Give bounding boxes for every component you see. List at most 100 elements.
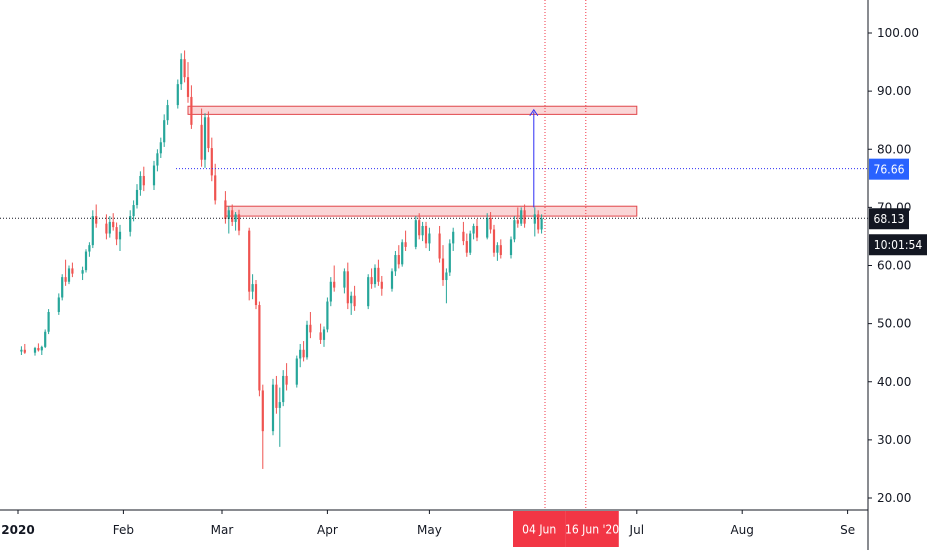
- x-tick-label: Se: [840, 523, 855, 537]
- candle-body: [84, 251, 88, 271]
- candles-layer: [20, 50, 543, 469]
- candle-body: [523, 210, 526, 224]
- candle-body: [156, 153, 159, 166]
- candle-body: [346, 271, 349, 304]
- candle-body: [275, 384, 278, 408]
- y-tick-label: 90.00: [877, 84, 911, 98]
- candle-body: [254, 284, 258, 306]
- candle-body: [159, 142, 162, 154]
- candle-body: [285, 375, 288, 385]
- candle-body: [37, 348, 40, 351]
- candle-body: [414, 220, 417, 247]
- candle-body: [305, 324, 309, 358]
- candle-body: [421, 225, 424, 236]
- candle-body: [176, 84, 179, 106]
- candle-body: [533, 214, 536, 224]
- marker-date-badge-start-text: 04 Jun: [522, 523, 556, 537]
- x-tick-label: Jul: [629, 523, 644, 537]
- candle-body: [445, 272, 448, 281]
- candle-body: [186, 77, 190, 97]
- y-tick-label: 50.00: [877, 317, 911, 331]
- candle-body: [142, 175, 145, 186]
- y-tick-label: 100.00: [877, 26, 919, 40]
- candle-body: [438, 233, 441, 259]
- candle-body: [472, 225, 475, 234]
- candle-body: [207, 117, 210, 149]
- target-zone[interactable]: [187, 105, 638, 115]
- candle-body: [520, 210, 523, 224]
- y-tick-label: 40.00: [877, 375, 911, 389]
- candle-body: [261, 390, 264, 432]
- candle-body: [333, 281, 336, 288]
- candle-body: [496, 245, 499, 253]
- candle-body: [322, 329, 326, 340]
- candle-body: [139, 175, 142, 190]
- candle-body: [537, 214, 540, 230]
- candle-body: [380, 281, 383, 289]
- candle-body: [47, 312, 50, 332]
- x-tick-label: 2020: [1, 523, 34, 537]
- candle-body: [448, 243, 451, 273]
- candle-body: [44, 331, 47, 347]
- candle-body: [278, 402, 281, 408]
- candle-body: [231, 210, 234, 222]
- candle-body: [489, 217, 492, 230]
- y-tick-label: 80.00: [877, 142, 911, 156]
- countdown-badge-text: 10:01:54: [874, 238, 923, 252]
- candle-body: [118, 231, 122, 240]
- candle-body: [271, 384, 275, 432]
- candle-body: [299, 349, 302, 359]
- candle-body: [404, 242, 407, 247]
- target-price-badge-text: 76.66: [874, 163, 905, 177]
- candle-body: [475, 225, 479, 238]
- candle-body: [418, 220, 421, 236]
- resistance-zone[interactable]: [224, 205, 638, 217]
- candle-body: [397, 255, 400, 265]
- candle-body: [163, 120, 166, 143]
- candle-body: [64, 277, 67, 282]
- candle-body: [71, 268, 74, 274]
- candle-body: [91, 216, 94, 246]
- candle-body: [370, 277, 373, 285]
- candle-body: [203, 117, 207, 160]
- candle-body: [319, 332, 322, 340]
- candle-body: [401, 242, 404, 265]
- candle-body: [67, 268, 71, 282]
- candle-body: [353, 295, 356, 307]
- badges-layer: 76.66 68.13 10:01:54 04 Jun 16 Jun '20: [513, 158, 927, 547]
- candle-body: [81, 270, 84, 274]
- candle-body: [135, 189, 139, 206]
- candle-body: [251, 284, 254, 292]
- candle-body: [248, 230, 251, 292]
- candle-body: [428, 233, 431, 244]
- candle-body: [492, 229, 496, 253]
- candle-body: [108, 221, 111, 234]
- candle-body: [214, 175, 217, 201]
- candle-body: [61, 277, 64, 298]
- x-tick-label: May: [417, 523, 442, 537]
- marker-date-badge-end-text: 16 Jun '20: [565, 523, 619, 537]
- candle-body: [224, 200, 227, 219]
- candle-body: [309, 324, 312, 333]
- candle-body: [329, 281, 332, 302]
- candle-body: [112, 221, 115, 228]
- candle-body: [394, 255, 397, 272]
- candle-body: [469, 233, 472, 253]
- candle-body: [302, 349, 305, 358]
- candle-body: [57, 297, 60, 312]
- candle-body: [499, 245, 502, 256]
- candle-body: [23, 349, 26, 353]
- candle-body: [40, 346, 43, 351]
- candle-body: [326, 301, 329, 330]
- projection-arrow-head: [529, 108, 539, 117]
- candle-body: [295, 358, 298, 385]
- marker-date-badge-end-bg: [565, 511, 619, 547]
- candle-body: [486, 217, 489, 238]
- x-tick-label: Mar: [211, 523, 234, 537]
- candle-body: [166, 105, 169, 121]
- x-tick-label: Feb: [113, 523, 134, 537]
- candle-body: [20, 349, 23, 352]
- candle-body: [200, 124, 203, 160]
